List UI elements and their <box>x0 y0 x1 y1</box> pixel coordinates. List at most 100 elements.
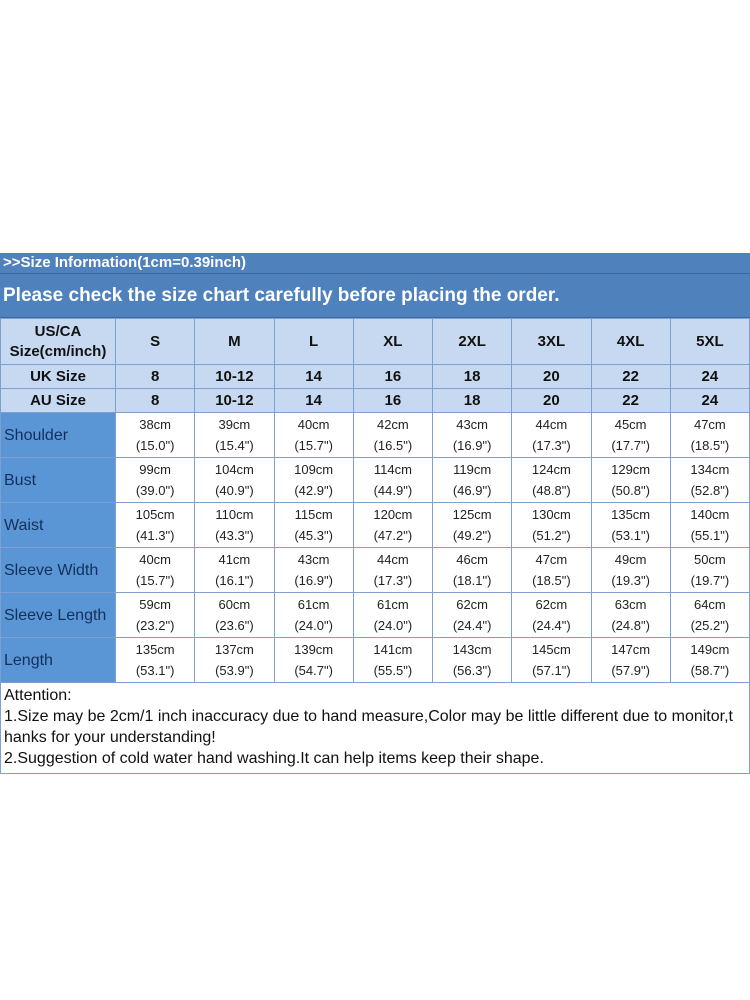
uk-size-value: 14 <box>273 364 354 389</box>
measurement-cell: 44cm (17.3") <box>511 412 592 458</box>
cm-value: 114cm <box>373 462 412 477</box>
measurement-cell: 62cm (24.4") <box>431 592 513 638</box>
size-header: 5XL <box>669 318 750 365</box>
inch-value: (49.2") <box>452 528 492 543</box>
measurement-cell: 45cm (17.7") <box>590 412 671 458</box>
cm-value: 61cm <box>297 597 330 612</box>
au-size-value: 24 <box>669 388 750 413</box>
cm-value: 99cm <box>139 462 172 477</box>
measurement-cell: 44cm (17.3") <box>352 547 434 593</box>
cm-value: 105cm <box>135 507 175 522</box>
measurement-label: Sleeve Length <box>0 592 116 638</box>
cm-value: 137cm <box>214 642 254 657</box>
inch-value: (53.9") <box>215 663 254 678</box>
measurement-cell: 120cm (47.2") <box>352 502 434 548</box>
cm-value: 40cm <box>139 552 172 567</box>
inch-value: (41.3") <box>135 528 175 543</box>
measurement-cell: 140cm (55.1") <box>669 502 750 548</box>
measurement-row: Waist 105cm (41.3") 110cm (43.3") 115cm (45.3"… <box>0 502 750 548</box>
measurement-label: Shoulder <box>0 412 116 458</box>
inch-value: (25.2") <box>690 618 730 633</box>
measurement-cell: 43cm (16.9") <box>273 547 354 593</box>
inch-value: (24.0") <box>373 618 413 633</box>
inch-value: (15.7") <box>135 573 175 588</box>
inch-value: (46.9") <box>452 483 492 498</box>
measurement-cell: 61cm (24.0") <box>273 592 354 638</box>
measurement-cell: 38cm (15.0") <box>114 412 196 458</box>
size-header: 2XL <box>431 318 513 365</box>
inch-value: (58.7") <box>690 663 730 678</box>
size-header: 3XL <box>511 318 592 365</box>
attention-title: Attention: <box>4 687 72 704</box>
inch-value: (51.2") <box>532 528 571 543</box>
measurement-cell: 104cm (40.9") <box>194 457 275 503</box>
measurement-cell: 141cm (55.5") <box>352 637 434 683</box>
uk-size-value: 16 <box>352 364 434 389</box>
uk-size-value: 8 <box>114 364 196 389</box>
cm-value: 147cm <box>611 642 651 657</box>
cm-value: 110cm <box>215 507 254 522</box>
measurement-cell: 145cm (57.1") <box>511 637 592 683</box>
measurement-label: Bust <box>0 457 116 503</box>
measurement-cell: 124cm (48.8") <box>511 457 592 503</box>
inch-value: (15.0") <box>135 438 175 453</box>
cm-value: 47cm <box>535 552 568 567</box>
cm-value: 39cm <box>218 417 251 432</box>
size-header: XL <box>352 318 434 365</box>
inch-value: (44.9") <box>373 483 413 498</box>
inch-value: (18.1") <box>452 573 492 588</box>
measurement-cell: 135cm (53.1") <box>590 502 671 548</box>
cm-value: 149cm <box>690 642 730 657</box>
measurement-label: Sleeve Width <box>0 547 116 593</box>
cm-value: 43cm <box>456 417 489 432</box>
measurement-cell: 115cm (45.3") <box>273 502 354 548</box>
measurement-cell: 42cm (16.5") <box>352 412 434 458</box>
inch-value: (48.8") <box>532 483 571 498</box>
measurement-cell: 47cm (18.5") <box>669 412 750 458</box>
measurement-cell: 110cm (43.3") <box>194 502 275 548</box>
size-check-notice: Please check the size chart carefully be… <box>0 274 750 318</box>
size-header: L <box>273 318 354 365</box>
au-size-value: 18 <box>431 388 513 413</box>
inch-value: (43.3") <box>215 528 254 543</box>
measurement-cell: 109cm (42.9") <box>273 457 354 503</box>
inch-value: (55.5") <box>373 663 413 678</box>
measurement-label: Waist <box>0 502 116 548</box>
inch-value: (23.2") <box>135 618 175 633</box>
cm-value: 115cm <box>294 507 333 522</box>
cm-value: 125cm <box>452 507 492 522</box>
measurement-label: Length <box>0 637 116 683</box>
inch-value: (53.1") <box>135 663 175 678</box>
size-chart: >>Size Information(1cm=0.39inch) Please … <box>0 253 750 774</box>
measurement-cell: 63cm (24.8") <box>590 592 671 638</box>
measurement-cell: 134cm (52.8") <box>669 457 750 503</box>
cm-value: 40cm <box>297 417 330 432</box>
inch-value: (55.1") <box>690 528 730 543</box>
uk-size-label: UK Size <box>0 364 116 389</box>
cm-value: 60cm <box>218 597 251 612</box>
cm-value: 145cm <box>531 642 571 657</box>
au-size-label: AU Size <box>0 388 116 413</box>
cm-value: 50cm <box>693 552 726 567</box>
measurement-cell: 49cm (19.3") <box>590 547 671 593</box>
measurement-cell: 64cm (25.2") <box>669 592 750 638</box>
uk-size-row: UK Size 8 10-12 14 16 18 20 22 24 <box>0 364 750 389</box>
header-row: US/CA Size(cm/inch) S M L XL 2XL 3XL 4XL 5XL <box>0 318 750 365</box>
inch-value: (24.8") <box>611 618 650 633</box>
au-size-row: AU Size 8 10-12 14 16 18 20 22 24 <box>0 388 750 413</box>
cm-value: 109cm <box>294 462 334 477</box>
inch-value: (19.3") <box>611 573 650 588</box>
cm-value: 42cm <box>376 417 409 432</box>
measurement-cell: 114cm (44.9") <box>352 457 434 503</box>
measurement-cell: 119cm (46.9") <box>431 457 513 503</box>
measurement-cell: 105cm (41.3") <box>114 502 196 548</box>
cm-value: 62cm <box>535 597 568 612</box>
measurement-cell: 41cm (16.1") <box>194 547 275 593</box>
inch-value: (15.4") <box>215 438 254 453</box>
measurement-row: Bust 99cm (39.0") 104cm (40.9") 109cm (42.9") 1… <box>0 457 750 503</box>
cm-value: 44cm <box>376 552 409 567</box>
measurement-row: Sleeve Width 40cm (15.7") 41cm (16.1") 43cm (1… <box>0 547 750 593</box>
au-size-value: 8 <box>114 388 196 413</box>
size-info-heading: >>Size Information(1cm=0.39inch) <box>0 253 750 274</box>
measurement-cell: 59cm (23.2") <box>114 592 196 638</box>
